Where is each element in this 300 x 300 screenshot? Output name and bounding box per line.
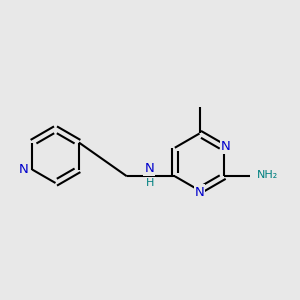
Text: H: H (146, 178, 155, 188)
Text: NH₂: NH₂ (257, 170, 278, 180)
Text: N: N (195, 185, 204, 199)
Text: N: N (19, 163, 28, 176)
Text: N: N (221, 140, 231, 153)
Text: N: N (144, 162, 154, 175)
